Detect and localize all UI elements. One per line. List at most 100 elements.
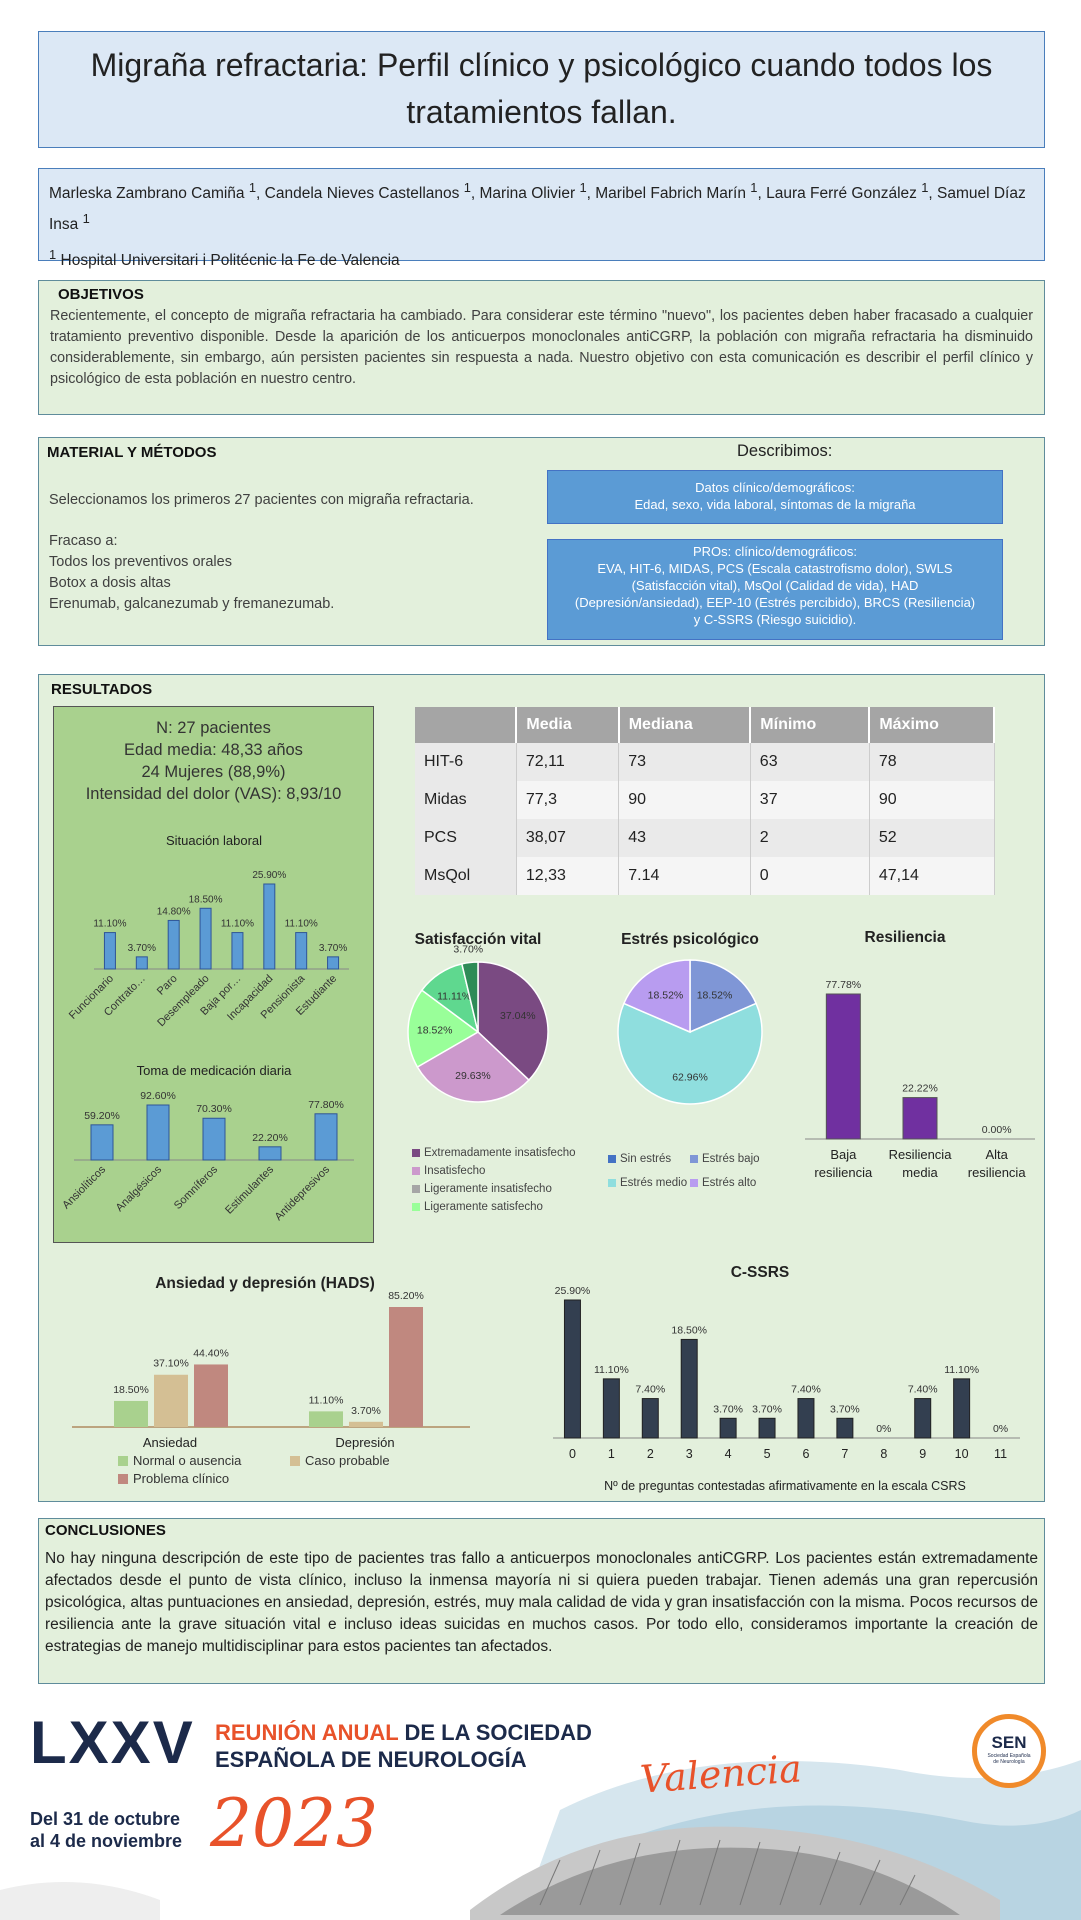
table-cell: MsQol <box>415 857 517 895</box>
bar <box>680 1338 698 1439</box>
legend-swatch <box>690 1178 698 1187</box>
data-label: 37.04% <box>500 1010 536 1022</box>
metodos-heading: MATERIAL Y MÉTODOS <box>47 444 217 461</box>
table-cell: 7.14 <box>618 857 751 895</box>
legend-label: Estrés medio <box>620 1177 688 1189</box>
legend-swatch <box>690 1154 698 1163</box>
legend-label: Estrés bajo <box>702 1153 760 1165</box>
data-label: 7.40% <box>791 1384 821 1396</box>
bar <box>719 1417 737 1439</box>
table-cell: 2 <box>750 819 870 857</box>
data-label: 18.50% <box>671 1324 707 1336</box>
table-header-cell <box>415 707 518 743</box>
bar <box>90 1124 114 1161</box>
bar <box>146 1104 170 1161</box>
objetivos-section: OBJETIVOS Recientemente, el concepto de … <box>38 280 1045 415</box>
table-cell: 90 <box>618 781 751 819</box>
tick-label: 8 <box>880 1447 887 1461</box>
data-label: 11.10% <box>93 919 126 930</box>
chart-title: C-SSRS <box>731 1264 790 1281</box>
bar <box>314 1113 338 1161</box>
author-name: Marina Olivier <box>479 185 580 203</box>
describimos-label: Describimos: <box>737 442 833 460</box>
bar <box>825 993 861 1140</box>
table-cell: 43 <box>618 819 751 857</box>
author-sup: 1 <box>750 180 758 195</box>
affiliation-text: Hospital Universitari i Politécnic la Fe… <box>60 252 400 270</box>
summary-panel: N: 27 pacientes Edad media: 48,33 años 2… <box>53 706 374 1243</box>
author-name: Laura Ferré González <box>766 185 922 203</box>
data-label: 59.20% <box>84 1110 120 1122</box>
table-header-cell: Media <box>516 707 620 743</box>
table-cell: HIT-6 <box>415 743 517 781</box>
congress-banner: LXXV REUNIÓN ANUAL DE LA SOCIEDAD ESPAÑO… <box>0 1700 1081 1920</box>
tick-label: Estimulantes <box>223 1163 276 1216</box>
pie-slice <box>416 1031 530 1103</box>
data-label: 29.63% <box>455 1070 491 1082</box>
legend-swatch <box>412 1148 420 1157</box>
conclusiones-section: CONCLUSIONES No hay ninguna descripción … <box>38 1518 1045 1684</box>
data-label: 3.70% <box>752 1403 782 1415</box>
tick-label: Analgésicos <box>114 1163 165 1214</box>
legend-label: Normal o ausencia <box>133 1453 242 1468</box>
data-label: 85.20% <box>388 1290 424 1302</box>
legend-label: Extremadamente insatisfecho <box>424 1147 576 1159</box>
chart-cssrs: C-SSRS 25.90% 0 11.10% 1 7.40% 2 18.50% 3 3.70% 4 3… <box>553 1264 1020 1493</box>
data-label: 3.70% <box>453 944 483 956</box>
bar <box>758 1417 776 1439</box>
legend-label: Caso probable <box>305 1453 390 1468</box>
bar <box>103 932 116 970</box>
data-label: 18.52% <box>417 1024 453 1036</box>
bar <box>258 1146 282 1161</box>
chart-title: Satisfacción vital <box>415 931 542 948</box>
legend-swatch <box>118 1474 128 1484</box>
tick-label: 7 <box>841 1447 848 1461</box>
data-label: 18.52% <box>648 990 684 1002</box>
data-label: 62.96% <box>672 1072 708 1084</box>
table-cell: 47,14 <box>869 857 995 895</box>
tick-label: 2 <box>647 1447 654 1461</box>
datos-demograficos-box: Datos clínico/demográficos: Edad, sexo, … <box>547 470 1003 524</box>
banner-line1b: DE LA SOCIEDAD <box>398 1720 592 1745</box>
table-header-cell: Mediana <box>618 707 752 743</box>
data-label: 11.10% <box>594 1364 629 1376</box>
legend-item: Ligeramente satisfecho <box>412 1198 576 1216</box>
author-name: Samuel Díaz Insa <box>49 185 1026 234</box>
banner-year: 2023 <box>210 1785 378 1862</box>
bar <box>389 1307 423 1427</box>
poster-title: Migraña refractaria: Perfil clínico y ps… <box>38 31 1045 148</box>
fracaso-item: Botox a dosis altas <box>49 575 171 591</box>
summary-age: Edad media: 48,33 años <box>124 741 303 759</box>
table-header-cell: Mínimo <box>750 707 871 743</box>
author-list: Marleska Zambrano Camiña 1, Candela Niev… <box>49 180 1026 234</box>
data-label: 3.70% <box>128 943 156 954</box>
legend-item: Estrés medio <box>608 1174 690 1192</box>
table-cell: 52 <box>869 819 995 857</box>
bar <box>953 1378 971 1439</box>
table-cell: PCS <box>415 819 517 857</box>
bar <box>135 956 148 970</box>
table-cell: 90 <box>869 781 995 819</box>
chart-title: Estrés psicológico <box>621 931 759 948</box>
bar <box>154 1374 188 1427</box>
tick-label: resiliencia <box>814 1165 873 1180</box>
bar <box>327 956 340 970</box>
x-axis-label: Nº de preguntas contestadas afirmativame… <box>604 1479 966 1493</box>
data-label: 11.10% <box>221 919 254 930</box>
table-cell: 12,33 <box>516 857 620 895</box>
table-cell: 38,07 <box>516 819 620 857</box>
legend-swatch <box>412 1166 420 1175</box>
bar <box>309 1411 343 1427</box>
legend-label: Sin estrés <box>620 1153 672 1165</box>
objetivos-heading: OBJETIVOS <box>58 286 144 303</box>
bar <box>602 1378 620 1439</box>
bar <box>231 932 244 970</box>
pros-box: PROs: clínico/demográficos: EVA, HIT-6, … <box>547 539 1003 640</box>
author-sup: 1 <box>921 180 929 195</box>
bar <box>167 919 180 970</box>
data-label: 18.50% <box>113 1384 149 1396</box>
legend-label: Estrés alto <box>702 1177 757 1189</box>
data-label: 11.10% <box>309 1394 344 1406</box>
tick-label: Alta <box>985 1147 1008 1162</box>
conclusiones-text: No hay ninguna descripción de este tipo … <box>45 1550 1038 1655</box>
